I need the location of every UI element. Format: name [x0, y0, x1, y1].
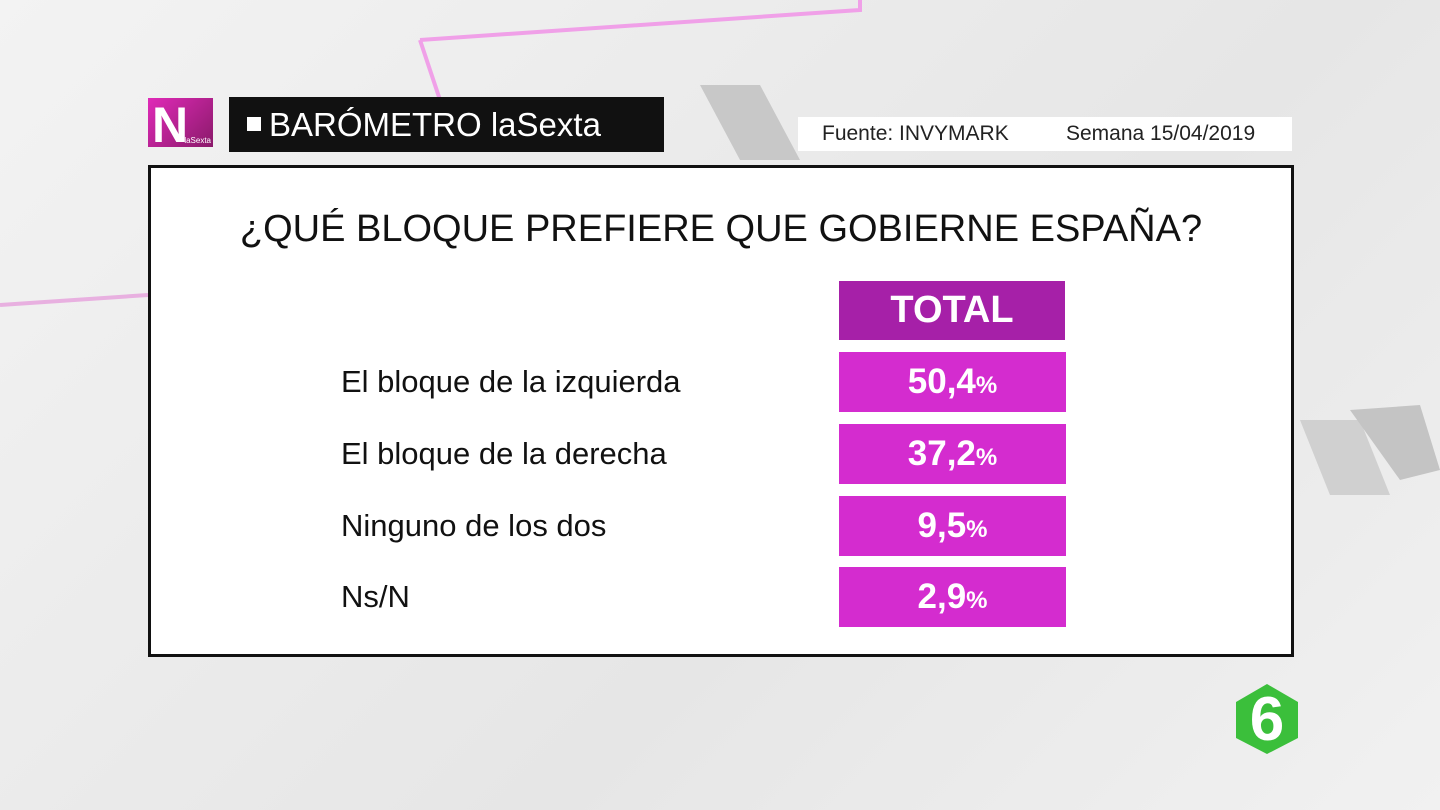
row-value: 2,9%	[839, 567, 1066, 627]
row-label: Ns/N	[341, 579, 410, 614]
row-label: El bloque de la izquierda	[341, 364, 681, 399]
results-panel: ¿QUÉ BLOQUE PREFIERE QUE GOBIERNE ESPAÑA…	[148, 165, 1294, 657]
channel-six-logo: 6	[1236, 684, 1298, 754]
row-label: El bloque de la derecha	[341, 436, 667, 471]
source: Fuente: INVYMARK	[822, 122, 1009, 145]
title-bar: BARÓMETRO laSexta	[229, 97, 664, 152]
row-value: 50,4%	[839, 352, 1066, 412]
value-number: 9,5	[917, 506, 967, 545]
value-number: 37,2	[907, 434, 976, 473]
value-unit: %	[966, 516, 988, 543]
title: BARÓMETRO laSexta	[269, 106, 601, 143]
week: Semana 15/04/2019	[1066, 122, 1256, 145]
logo-letter: N	[152, 97, 188, 153]
row-value: 9,5%	[839, 496, 1066, 556]
value-unit: %	[975, 444, 998, 471]
value-number: 2,9	[917, 577, 967, 616]
source-bar: Fuente: INVYMARK Semana 15/04/2019	[798, 117, 1292, 151]
value-unit: %	[975, 372, 998, 399]
channel-logo: N laSexta	[148, 97, 213, 153]
value-number: 50,4	[907, 362, 976, 401]
logo-subtext: laSexta	[184, 136, 211, 145]
column-header: TOTAL	[839, 281, 1065, 340]
row-value: 37,2%	[839, 424, 1066, 484]
question: ¿QUÉ BLOQUE PREFIERE QUE GOBIERNE ESPAÑA…	[239, 208, 1203, 250]
value-unit: %	[966, 587, 988, 614]
row-label: Ninguno de los dos	[341, 508, 607, 543]
channel-number: 6	[1250, 685, 1284, 754]
